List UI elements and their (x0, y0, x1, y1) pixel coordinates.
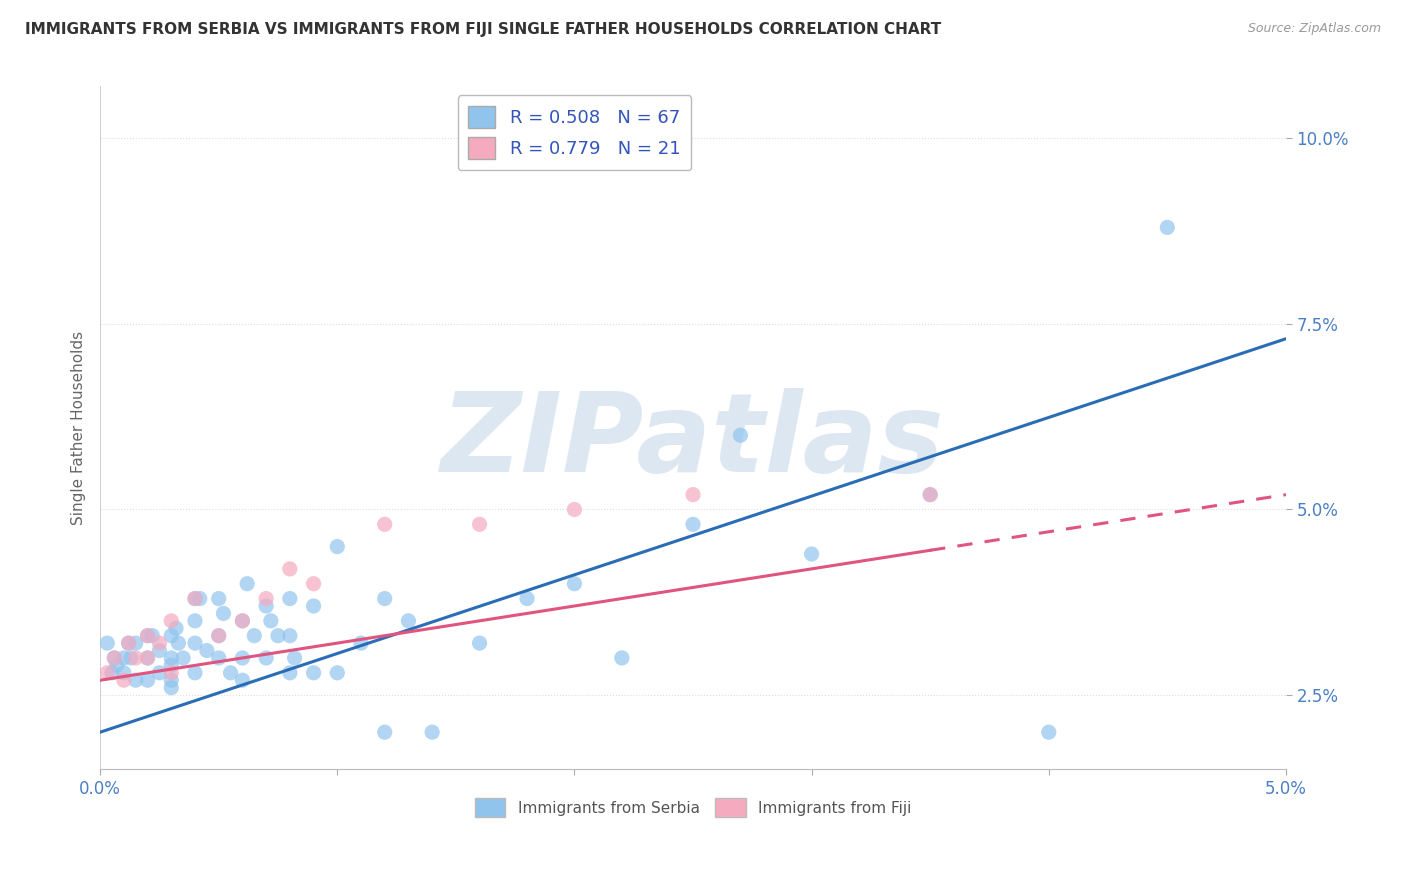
Point (208, 629, 231, 643)
Y-axis label: Single Father Households: Single Father Households (72, 331, 86, 524)
Point (284, 651, 307, 665)
Point (302, 665, 325, 680)
Point (120, 651, 142, 665)
Point (184, 636, 207, 650)
Point (564, 576, 586, 591)
Point (112, 651, 135, 665)
Point (302, 599, 325, 613)
Point (350, 636, 373, 650)
Point (326, 540, 349, 554)
Point (125, 651, 148, 665)
Point (254, 599, 277, 613)
Point (167, 636, 190, 650)
Point (231, 614, 253, 628)
Point (172, 651, 194, 665)
Point (103, 651, 125, 665)
Point (117, 636, 139, 650)
Point (208, 651, 231, 665)
Point (326, 665, 349, 680)
Point (184, 591, 207, 606)
Point (800, 547, 823, 561)
Point (278, 629, 301, 643)
Point (374, 517, 396, 532)
Text: IMMIGRANTS FROM SERBIA VS IMMIGRANTS FROM FIJI SINGLE FATHER HOUSEHOLDS CORRELAT: IMMIGRANTS FROM SERBIA VS IMMIGRANTS FRO… (25, 22, 942, 37)
Legend: Immigrants from Serbia, Immigrants from Fiji: Immigrants from Serbia, Immigrants from … (468, 792, 917, 823)
Point (101, 665, 124, 680)
Point (278, 665, 301, 680)
Point (96, 636, 118, 650)
Point (160, 673, 183, 688)
Point (1038, 725, 1060, 739)
Point (920, 488, 942, 502)
Point (610, 651, 633, 665)
Point (96, 665, 118, 680)
Point (254, 651, 277, 665)
Point (184, 591, 207, 606)
Text: ZIPatlas: ZIPatlas (441, 388, 945, 495)
Point (374, 591, 396, 606)
Point (920, 488, 942, 502)
Point (136, 629, 159, 643)
Point (160, 614, 183, 628)
Point (682, 517, 704, 532)
Point (117, 636, 139, 650)
Point (125, 673, 148, 688)
Point (112, 665, 135, 680)
Point (260, 614, 283, 628)
Point (112, 673, 135, 688)
Point (148, 636, 170, 650)
Point (682, 488, 704, 502)
Point (208, 629, 231, 643)
Point (374, 725, 396, 739)
Point (468, 636, 491, 650)
Text: Source: ZipAtlas.com: Source: ZipAtlas.com (1247, 22, 1381, 36)
Point (105, 658, 128, 673)
Point (278, 562, 301, 576)
Point (267, 629, 290, 643)
Point (165, 621, 187, 635)
Point (188, 591, 211, 606)
Point (1156, 220, 1178, 235)
Point (231, 673, 253, 688)
Point (516, 591, 538, 606)
Point (160, 651, 183, 665)
Point (212, 607, 235, 621)
Point (208, 591, 231, 606)
Point (231, 614, 253, 628)
Point (136, 651, 159, 665)
Point (160, 665, 183, 680)
Point (184, 665, 207, 680)
Point (136, 629, 159, 643)
Point (730, 428, 752, 442)
Point (468, 517, 491, 532)
Point (160, 658, 183, 673)
Point (396, 614, 419, 628)
Point (278, 591, 301, 606)
Point (103, 651, 125, 665)
Point (148, 665, 170, 680)
Point (231, 651, 253, 665)
Point (195, 643, 218, 657)
Point (160, 629, 183, 643)
Point (148, 643, 170, 657)
Point (236, 576, 259, 591)
Point (254, 591, 277, 606)
Point (141, 629, 163, 643)
Point (564, 502, 586, 516)
Point (125, 636, 148, 650)
Point (302, 576, 325, 591)
Point (243, 629, 266, 643)
Point (136, 673, 159, 688)
Point (184, 614, 207, 628)
Point (420, 725, 443, 739)
Point (219, 665, 242, 680)
Point (136, 651, 159, 665)
Point (160, 681, 183, 695)
